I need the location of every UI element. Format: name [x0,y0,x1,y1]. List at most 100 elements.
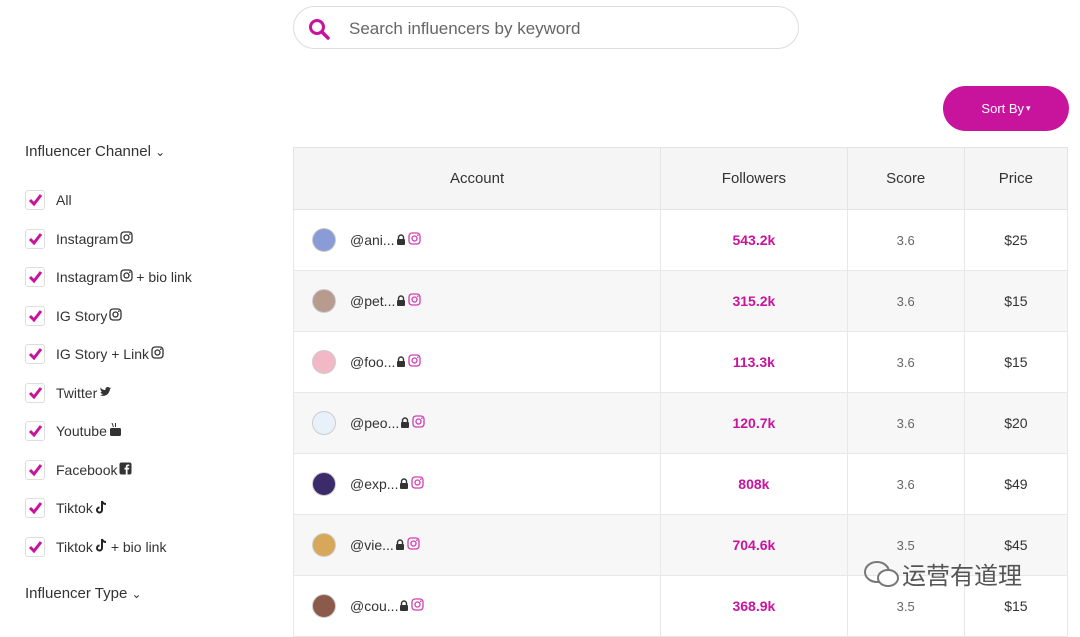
lock-icon [396,354,406,370]
cell-text: 808k [738,476,770,492]
filter-label: All [56,192,72,208]
avatar [312,228,336,252]
search-icon [309,19,330,40]
checkmark [28,232,43,245]
filter-suffix: + bio link [136,269,192,285]
watermark: 运营有道理 [862,556,1022,591]
type-heading[interactable]: Influencer Type ⌄ [25,585,142,602]
cell-text: 3.6 [896,293,915,309]
checkbox[interactable] [25,421,45,441]
checkmark [28,425,43,438]
sort-button[interactable]: Sort By ▾ [943,86,1069,131]
filter-option: Twitter [25,382,115,404]
search-bar[interactable]: Search influencers by keyword [293,6,799,49]
channel-icon [109,422,122,440]
channel-icon [95,538,108,555]
account-handle[interactable]: @cou... [350,598,399,614]
account-handle[interactable]: @pet... [350,293,396,309]
filter-label: Tiktok [56,538,93,555]
account-handle[interactable]: @peo... [350,415,400,431]
instagram-icon [408,293,421,309]
table-cell: 368.9k [660,575,848,637]
checkbox[interactable] [25,190,45,210]
table-row: @foo... 113.3k 3.6 $15 [292,331,1069,393]
table-cell: 543.2k [660,209,848,271]
instagram-icon [411,598,425,614]
heading-text: Influencer Channel [25,143,151,160]
checkmark [28,348,43,361]
filter-suffix: + bio link [110,538,167,555]
table-cell: @vie... [292,514,662,576]
filter-label: Facebook [56,461,118,478]
cell-text: 3.6 [896,354,915,370]
table-cell: @foo... [292,331,662,393]
table-body: @ani... 543.2k 3.6 $25 @pet... 315.2k 3.6 $15 @f… [292,209,1069,637]
lock-icon [399,476,409,492]
filter-option: Tiktok + bio link [25,536,166,558]
table-cell: @pet... [292,270,662,332]
filter-option: Facebook [25,459,135,481]
checkbox[interactable] [25,536,45,557]
chevron: ⌄ [155,145,166,159]
filter-option: IG Story [25,305,125,327]
table-cell: 704.6k [660,514,848,576]
filter-option: Instagram [25,228,136,250]
table-cell: 808k [660,453,848,515]
instagram-icon [407,232,421,248]
filter-label: Instagram [56,230,119,247]
checkmark [28,463,43,476]
table-cell: 120.7k [660,392,848,454]
filter-option: IG Story + Link [25,343,167,365]
account-handle[interactable]: @vie... [350,537,394,553]
checkmark [28,540,43,553]
chevron: ⌄ [131,587,142,601]
search-placeholder: Search influencers by keyword [349,19,581,38]
table-cell: $25 [963,209,1069,271]
cell-text: 368.9k [732,598,776,614]
sort-label: Sort By [981,101,1025,116]
cell-text: 3.5 [896,598,915,614]
checkbox[interactable] [25,228,45,249]
table-row: @vie... 704.6k 3.5 $45 [292,514,1069,576]
table-row: @pet... 315.2k 3.6 $15 [292,270,1069,332]
instagram-icon [412,415,425,431]
column-header: Followers [660,147,848,210]
channel-icon [151,346,164,362]
header-row: Account Followers Score Price [292,147,1069,210]
filter-label: IG Story [56,307,108,324]
cell-text: 543.2k [732,232,776,248]
checkbox[interactable] [25,344,45,364]
account-handle[interactable]: @foo... [350,354,396,370]
checkbox[interactable] [25,267,45,287]
filter-option: Youtube [25,420,125,442]
checkmark [28,386,43,399]
lock-icon [396,232,406,248]
checkbox[interactable] [25,382,45,403]
checkmark [28,271,43,284]
table-cell: $45 [963,514,1069,576]
column-header: Score [846,147,965,210]
table-row: @peo... 120.7k 3.6 $20 [292,392,1069,454]
channel-icon [120,269,133,285]
checkbox[interactable] [25,305,45,326]
cell-text: $15 [1004,354,1028,370]
table-row: @exp... 808k 3.6 $49 [292,453,1069,515]
cell-text: $25 [1004,232,1028,248]
lock-icon [395,537,405,553]
column-header: Account [292,147,662,210]
table-row: @ani... 543.2k 3.6 $25 [292,209,1069,271]
cell-text: 3.6 [896,415,915,431]
avatar [312,472,336,496]
channel-icon [99,385,112,401]
cell-text: 120.7k [732,415,776,431]
cell-text: 315.2k [732,293,776,309]
account-handle[interactable]: @exp... [350,476,399,492]
table-cell: $15 [963,331,1069,393]
account-handle[interactable]: @ani... [350,232,395,248]
filter-label: Twitter [56,384,98,401]
checkbox[interactable] [25,498,45,518]
checkbox[interactable] [25,459,45,480]
channel-heading[interactable]: Influencer Channel ⌄ [25,143,165,160]
influencer-table: Account Followers Score Price @ani... 543.2k… [292,147,1069,637]
channel-icon [109,307,123,324]
